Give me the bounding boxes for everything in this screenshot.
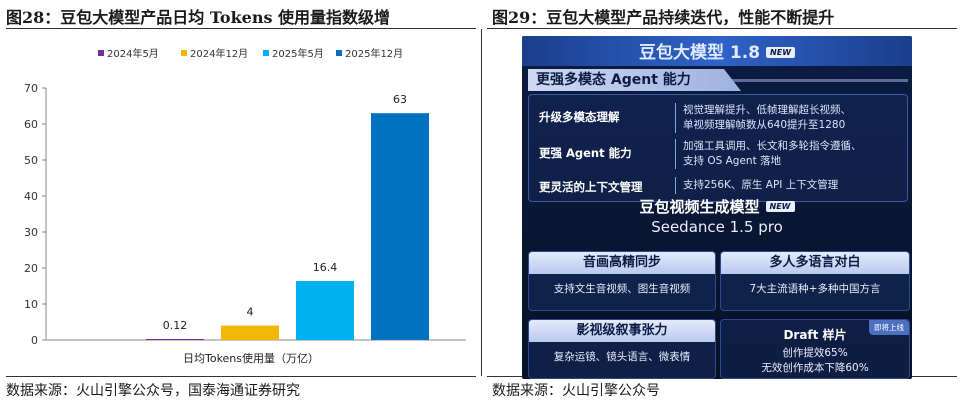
feature-card: 音画高精同步 支持文生音视频、图生音视频 xyxy=(528,251,716,311)
left-top-rule xyxy=(6,28,476,29)
data-label: 63 xyxy=(393,93,407,106)
bar xyxy=(296,280,354,340)
data-label: 4 xyxy=(247,306,254,319)
feature-desc: 单视频理解帧数从640提升至1280 xyxy=(683,119,846,131)
feature-divider xyxy=(675,177,676,194)
legend-swatch xyxy=(263,50,269,56)
card-head: 影视级叙事张力 xyxy=(529,320,715,342)
chart-legend: 2024年5月 2024年12月 2025年5月 2025年12月 xyxy=(98,47,403,60)
bar xyxy=(146,339,204,340)
new-badge: NEW xyxy=(766,47,796,58)
feature-name: 更强 Agent 能力 xyxy=(539,146,632,160)
model-header: 豆包大模型 1.8 NEW xyxy=(522,36,912,66)
feature-name: 更灵活的上下文管理 xyxy=(539,180,643,194)
y-tick-label: 70 xyxy=(24,82,38,95)
feature-desc: 支持 OS Agent 落地 xyxy=(683,155,782,167)
card-body: 复杂运镜、镜头语言、微表情 xyxy=(553,351,691,363)
seedance-subtitle: Seedance 1.5 pro xyxy=(651,218,783,236)
legend-label: 2024年12月 xyxy=(190,47,248,60)
feature-card: 影视级叙事张力 复杂运镜、镜头语言、微表情 xyxy=(528,319,716,379)
legend-swatch xyxy=(336,50,342,56)
center-divider xyxy=(481,29,482,376)
y-tick-label: 40 xyxy=(24,190,38,203)
coming-soon-tag: 即将上线 xyxy=(869,320,909,335)
feature-desc: 支持256K、原生 API 上下文管理 xyxy=(683,179,839,191)
legend-label: 2025年5月 xyxy=(272,47,324,60)
bar-chart-panel: 2024年5月 2024年12月 2025年5月 2025年12月 0 10 20 30 40… xyxy=(6,30,480,374)
feature-desc: 视觉理解提升、低帧理解超长视频、 xyxy=(683,104,851,116)
model-header-title: 豆包大模型 1.8 xyxy=(638,43,761,63)
draft-title: Draft 样片 xyxy=(783,328,847,342)
features-box: 升级多模态理解 视觉理解提升、低帧理解超长视频、 单视频理解帧数从640提升至1… xyxy=(528,94,908,202)
new-badge: NEW xyxy=(765,201,795,212)
x-axis-label: 日均Tokens使用量（万亿） xyxy=(183,352,319,365)
draft-line: 无效创作成本下降60% xyxy=(761,362,869,374)
right-top-rule xyxy=(487,28,957,29)
legend-swatch xyxy=(98,50,104,56)
bar xyxy=(221,325,279,340)
legend-swatch xyxy=(181,50,187,56)
section-head-line xyxy=(722,79,908,82)
y-tick-label: 30 xyxy=(24,226,38,239)
legend-label: 2024年5月 xyxy=(107,47,159,60)
y-tick-label: 60 xyxy=(24,118,38,131)
feature-divider xyxy=(675,139,676,169)
section-head: 更强多模态 Agent 能力 xyxy=(528,69,741,91)
bars-group: 0.12 4 16.4 63 xyxy=(146,93,429,340)
right-source-note: 数据来源：火山引擎公众号 xyxy=(492,383,660,399)
card-head: 多人多语言对白 xyxy=(721,252,909,274)
y-tick-label: 20 xyxy=(24,262,38,275)
left-source-note: 数据来源：火山引擎公众号，国泰海通证券研究 xyxy=(6,383,300,399)
feature-desc: 加强工具调用、长文和多轮指令遵循、 xyxy=(683,140,862,152)
data-label: 16.4 xyxy=(313,261,338,274)
draft-card: 即将上线 Draft 样片 创作提效65% 无效创作成本下降60% xyxy=(720,319,910,379)
data-label: 0.12 xyxy=(163,319,188,332)
seedance-title: 豆包视频生成模型 xyxy=(639,198,760,216)
left-bottom-rule xyxy=(6,376,476,377)
feature-name: 升级多模态理解 xyxy=(539,110,620,124)
bar-chart: 2024年5月 2024年12月 2025年5月 2025年12月 010203040… xyxy=(24,47,466,365)
card-body: 支持文生音视频、图生音视频 xyxy=(553,283,691,295)
bar xyxy=(371,113,429,340)
y-tick-label: 10 xyxy=(24,298,38,311)
right-figure-title: 图29：豆包大模型产品持续迭代，性能不断提升 xyxy=(492,8,835,27)
y-tick-label: 50 xyxy=(24,154,38,167)
feature-card: 多人多语言对白 7大主流语种+多种中国方言 xyxy=(720,251,910,311)
draft-line: 创作提效65% xyxy=(782,347,848,359)
card-body: 7大主流语种+多种中国方言 xyxy=(749,283,881,295)
feature-divider xyxy=(675,103,676,133)
card-head: 音画高精同步 xyxy=(529,252,715,274)
y-tick-label: 0 xyxy=(31,334,38,347)
doubao-infographic: 豆包大模型 1.8 NEW 更强多模态 Agent 能力 升级多模态理解 视觉理解… xyxy=(522,36,912,379)
legend-label: 2025年12月 xyxy=(345,47,403,60)
left-figure-title: 图28：豆包大模型产品日均 Tokens 使用量指数级增 xyxy=(6,8,391,27)
